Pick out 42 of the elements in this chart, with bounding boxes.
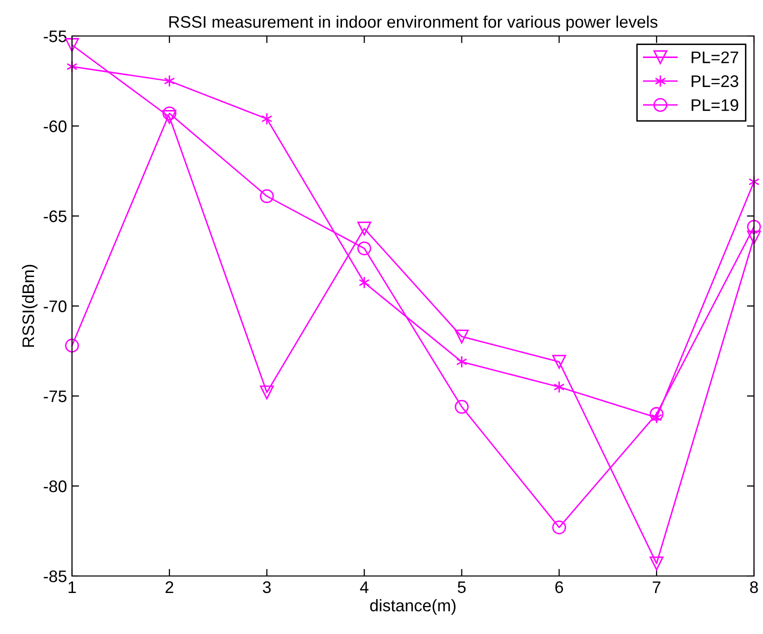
- x-tick-label: 1: [68, 581, 76, 593]
- point: [357, 222, 372, 236]
- point: [454, 330, 469, 344]
- point: [747, 220, 761, 234]
- x-tick-label: 3: [262, 581, 271, 594]
- legend-label: PL=27: [692, 51, 738, 64]
- point: [358, 276, 370, 289]
- point: [456, 356, 468, 368]
- x-axis-title: distance(m): [370, 599, 456, 615]
- x-tick-label: 6: [555, 581, 564, 594]
- point: [260, 189, 274, 204]
- y-tick-label: -70: [44, 300, 66, 312]
- x-tick-label: 5: [458, 581, 466, 594]
- y-tick-label: -65: [44, 210, 66, 222]
- y-tick-label: -60: [44, 120, 66, 132]
- y-tick-label: -85: [44, 570, 66, 582]
- point: [65, 38, 79, 52]
- y-tick-label: -55: [44, 30, 66, 42]
- point: [747, 230, 761, 245]
- legend-label: PL=23: [692, 75, 738, 88]
- point: [65, 338, 79, 353]
- point: [357, 241, 372, 256]
- point: [454, 400, 469, 414]
- x-tick-label: 4: [360, 581, 368, 593]
- point: [552, 354, 566, 369]
- point: [554, 380, 565, 394]
- point: [552, 520, 566, 534]
- legend-label: PL=19: [692, 99, 738, 111]
- point: [650, 556, 664, 570]
- point: [162, 106, 176, 120]
- y-tick-label: -75: [44, 390, 66, 402]
- x-tick-label: 2: [166, 581, 174, 593]
- point: [650, 407, 664, 421]
- point: [260, 385, 274, 400]
- point: [162, 110, 176, 124]
- point: [164, 74, 175, 88]
- point: [261, 112, 272, 126]
- x-tick-label: 7: [652, 581, 660, 593]
- y-axis-title: RSSI(dBm): [22, 264, 38, 347]
- chart-title: RSSI measurement in indoor environment for various power levels: [169, 16, 658, 32]
- x-tick-label: 8: [750, 581, 758, 594]
- y-tick-label: -80: [44, 480, 66, 492]
